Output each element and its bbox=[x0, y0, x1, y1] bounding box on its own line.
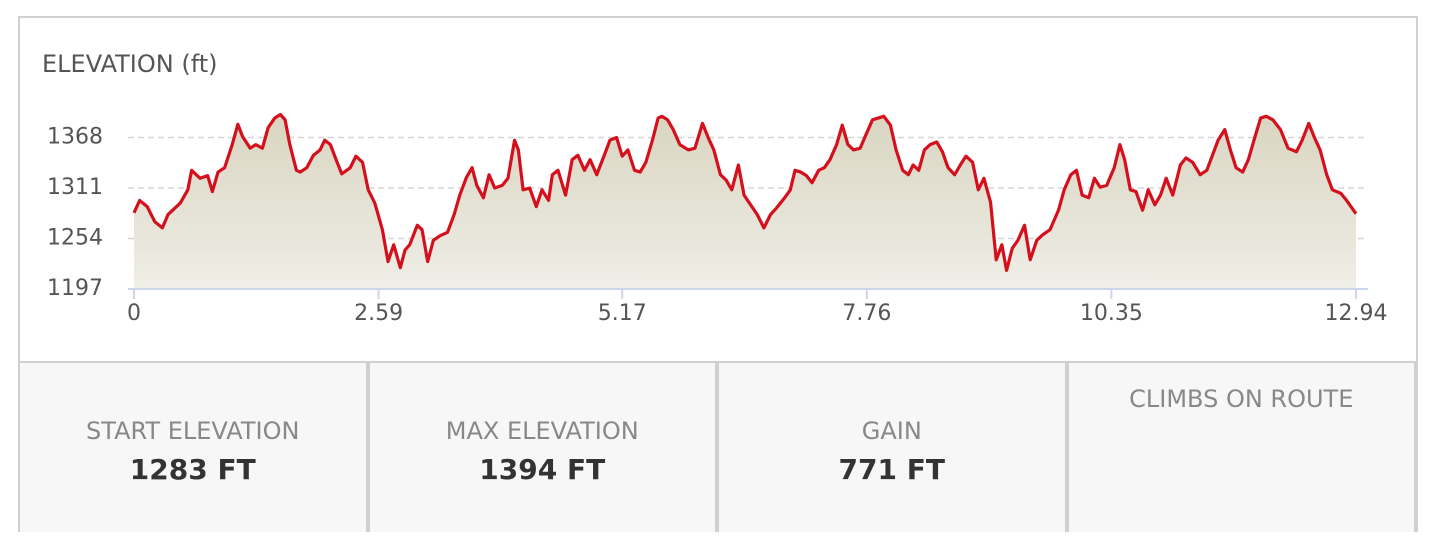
stat-label: MAX ELEVATION bbox=[445, 417, 639, 445]
x-tick-label: 12.94 bbox=[1325, 301, 1388, 326]
stat-value: 1394 FT bbox=[479, 453, 606, 486]
climbs-cell: CLIMBS ON ROUTE bbox=[1066, 363, 1416, 532]
x-tick-label: 10.35 bbox=[1080, 301, 1143, 326]
elevation-line bbox=[132, 112, 1358, 272]
y-tick-label: 1311 bbox=[47, 175, 103, 200]
climbs-label: CLIMBS ON ROUTE bbox=[1129, 385, 1354, 413]
chart-title: ELEVATION (ft) bbox=[42, 50, 218, 78]
stat-cell: MAX ELEVATION 1394 FT bbox=[367, 363, 717, 532]
area-fill bbox=[134, 114, 1356, 289]
stat-value: 1283 FT bbox=[129, 453, 256, 486]
x-tick-label: 5.17 bbox=[598, 301, 647, 326]
stat-cell: GAIN 771 FT bbox=[717, 363, 1067, 532]
y-tick-label: 1368 bbox=[47, 125, 103, 150]
stat-label: START ELEVATION bbox=[86, 417, 300, 445]
stat-value: 771 FT bbox=[838, 453, 945, 486]
stat-label: GAIN bbox=[861, 417, 922, 445]
stat-cell: START ELEVATION 1283 FT bbox=[18, 363, 368, 532]
y-tick-label: 1197 bbox=[47, 276, 103, 301]
stats-panel: START ELEVATION 1283 FT MAX ELEVATION 13… bbox=[18, 361, 1416, 532]
x-tick-label: 7.76 bbox=[842, 301, 891, 326]
y-tick-label: 1254 bbox=[47, 226, 103, 251]
x-tick-label: 0 bbox=[127, 301, 141, 326]
x-tick-label: 2.59 bbox=[354, 301, 403, 326]
